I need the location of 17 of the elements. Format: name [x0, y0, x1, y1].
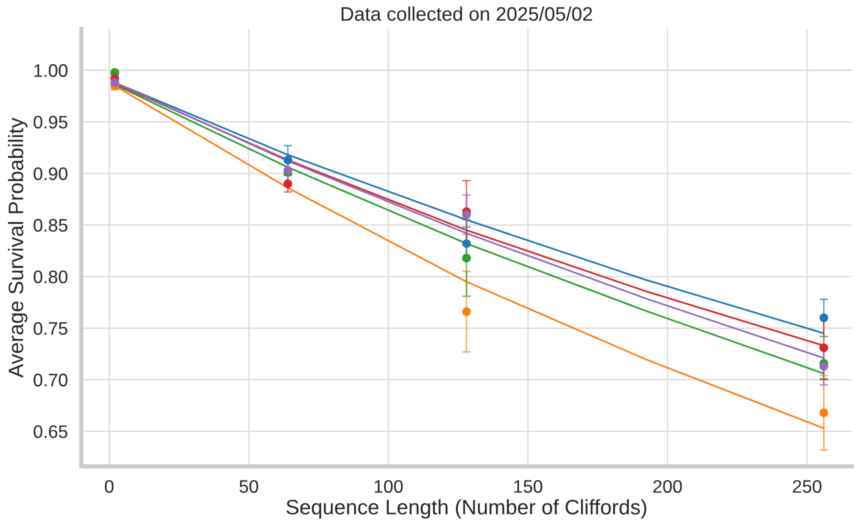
y-tick-label: 0.95 — [34, 116, 68, 129]
y-axis-title: Average Survival Probability — [8, 118, 28, 378]
x-tick-label: 250 — [792, 480, 822, 493]
y-tick-label: 1.00 — [34, 64, 68, 77]
x-tick-label: 150 — [514, 480, 542, 493]
x-tick-label: 50 — [239, 480, 258, 493]
y-tick-label: 0.70 — [34, 374, 68, 386]
chart-title: Data collected on 2025/05/02 — [342, 6, 592, 21]
y-tick-label: 0.80 — [34, 270, 68, 284]
x-tick-label: 0 — [104, 480, 114, 493]
y-tick-label: 0.90 — [34, 167, 68, 180]
x-tick-label: 100 — [374, 480, 403, 493]
x-axis-title: Sequence Length (Number of Cliffords) — [286, 499, 646, 519]
y-tick-label: 0.65 — [34, 425, 68, 438]
y-tick-label: 0.85 — [34, 218, 68, 232]
x-tick-label: 200 — [653, 480, 682, 493]
y-tick-label: 0.75 — [34, 322, 68, 335]
